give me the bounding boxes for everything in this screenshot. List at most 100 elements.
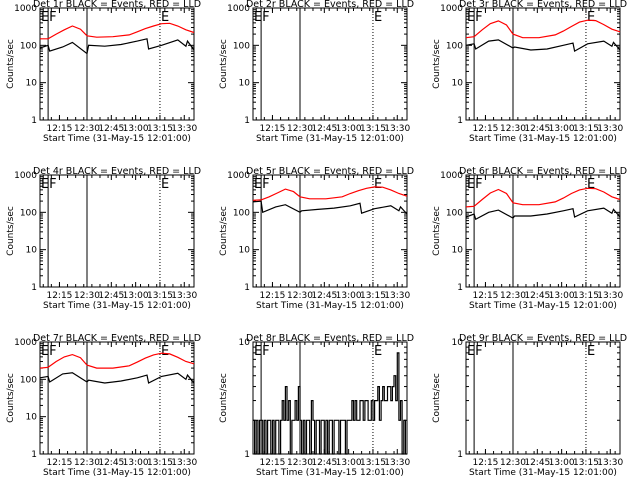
plot-frame: [39, 174, 195, 288]
detector-panel-9: Det 9r BLACK = Events, RED = LLD 1 10 Count…: [432, 333, 627, 478]
y-tick-label: 10: [239, 246, 251, 256]
event-marker-label: F: [262, 10, 269, 25]
y-tick-label: 100: [233, 208, 250, 218]
x-tick-label: 12:15: [259, 291, 285, 301]
event-marker-label: E: [587, 344, 595, 359]
x-tick-label: 13:30: [384, 124, 410, 134]
y-tick-label: 1: [31, 283, 37, 293]
y-tick-label: 1: [457, 283, 463, 293]
x-tick-label: 12:15: [46, 124, 72, 134]
y-tick-label: 10: [452, 246, 464, 256]
y-tick-label: 1: [457, 450, 463, 460]
x-tick-label: 13:15: [573, 458, 599, 468]
y-tick-label: 1000: [14, 338, 37, 348]
event-marker-label: F: [475, 177, 482, 192]
y-tick-label: 1000: [440, 4, 463, 14]
panel-title: Det 4r BLACK = Events, RED = LLD: [33, 166, 201, 177]
y-tick-label: 1: [31, 450, 37, 460]
y-tick-label: 10: [26, 79, 38, 89]
x-axis-label: Start Time (31-May-15 12:01:00): [43, 468, 191, 478]
y-axis-label: Counts/sec: [6, 39, 16, 89]
y-tick-label: 1000: [14, 4, 37, 14]
y-axis-label: Counts/sec: [219, 206, 229, 256]
x-tick-label: 12:30: [500, 458, 526, 468]
x-axis-label: Start Time (31-May-15 12:01:00): [469, 134, 617, 144]
event-marker-label: F: [49, 344, 56, 359]
detector-panel-6: Det 6r BLACK = Events, RED = LLD 1 10 100 10…: [432, 166, 627, 311]
detector-panel-1: Det 1r BLACK = Events, RED = LLD 1 10 100 10…: [6, 0, 201, 144]
x-tick-label: 13:15: [360, 458, 386, 468]
series-red-line: [465, 19, 621, 39]
event-marker-label: E: [41, 344, 49, 359]
x-tick-label: 12:45: [524, 458, 550, 468]
y-tick-label: 10: [452, 338, 464, 348]
x-tick-label: 13:30: [171, 124, 197, 134]
y-tick-label: 1000: [227, 171, 250, 181]
event-marker-label: F: [262, 344, 269, 359]
event-marker-label: E: [161, 177, 169, 192]
y-tick-label: 10: [26, 413, 38, 423]
x-tick-label: 12:15: [472, 458, 498, 468]
x-tick-label: 12:45: [524, 124, 550, 134]
panel-title: Det 8r BLACK = Events, RED = LLD: [246, 333, 414, 344]
x-tick-label: 12:30: [500, 124, 526, 134]
x-tick-label: 13:00: [549, 291, 575, 301]
x-tick-label: 12:30: [500, 291, 526, 301]
y-tick-label: 1000: [14, 171, 37, 181]
x-tick-label: 13:00: [123, 458, 149, 468]
series-black-line: [39, 38, 195, 55]
series-black-line: [465, 39, 621, 53]
x-axis-label: Start Time (31-May-15 12:01:00): [43, 301, 191, 311]
x-tick-label: 13:30: [384, 291, 410, 301]
y-tick-label: 100: [446, 208, 463, 218]
y-axis-label: Counts/sec: [432, 39, 442, 89]
x-tick-label: 13:00: [336, 458, 362, 468]
event-marker-label: E: [374, 177, 382, 192]
x-tick-label: 12:30: [287, 124, 313, 134]
x-tick-label: 13:15: [147, 291, 173, 301]
x-tick-label: 12:15: [46, 291, 72, 301]
event-marker-label: F: [49, 10, 56, 25]
series-black-line: [252, 200, 408, 215]
x-tick-label: 12:30: [287, 291, 313, 301]
x-tick-label: 12:15: [46, 458, 72, 468]
series-black-line: [253, 352, 407, 455]
y-tick-label: 100: [20, 375, 37, 385]
detector-panel-5: Det 5r BLACK = Events, RED = LLD 1 10 100 10…: [219, 166, 414, 311]
x-tick-label: 12:15: [472, 291, 498, 301]
event-marker-label: F: [262, 177, 269, 192]
x-tick-label: 13:00: [123, 291, 149, 301]
x-tick-label: 12:45: [524, 291, 550, 301]
x-tick-label: 13:30: [597, 291, 623, 301]
x-tick-label: 12:30: [287, 458, 313, 468]
plot-frame: [465, 7, 621, 121]
x-tick-label: 12:45: [98, 291, 124, 301]
y-axis-label: Counts/sec: [432, 373, 442, 423]
x-axis-label: Start Time (31-May-15 12:01:00): [256, 301, 404, 311]
x-tick-label: 13:15: [147, 124, 173, 134]
x-tick-label: 12:45: [311, 124, 337, 134]
y-tick-label: 10: [239, 338, 251, 348]
detector-panel-8: Det 8r BLACK = Events, RED = LLD 1 10 Count…: [219, 333, 414, 478]
panel-title: Det 9r BLACK = Events, RED = LLD: [459, 333, 627, 344]
y-axis-label: Counts/sec: [6, 373, 16, 423]
series-red-line: [252, 186, 408, 201]
x-tick-label: 13:00: [549, 124, 575, 134]
x-tick-label: 12:30: [74, 458, 100, 468]
x-tick-label: 13:30: [597, 458, 623, 468]
panel-title: Det 2r BLACK = Events, RED = LLD: [246, 0, 414, 10]
event-marker-label: E: [587, 10, 595, 25]
event-marker-label: E: [374, 10, 382, 25]
y-axis-label: Counts/sec: [219, 39, 229, 89]
x-tick-label: 13:15: [360, 124, 386, 134]
panel-title: Det 6r BLACK = Events, RED = LLD: [459, 166, 627, 177]
detector-panel-4: Det 4r BLACK = Events, RED = LLD 1 10 100 10…: [6, 166, 201, 311]
x-tick-label: 12:45: [311, 458, 337, 468]
x-tick-label: 12:45: [98, 458, 124, 468]
x-tick-label: 13:15: [573, 124, 599, 134]
plot-frame: [252, 341, 408, 455]
series-red-line: [465, 187, 621, 208]
event-marker-label: E: [161, 344, 169, 359]
event-marker-label: E: [161, 10, 169, 25]
x-tick-label: 13:00: [336, 291, 362, 301]
